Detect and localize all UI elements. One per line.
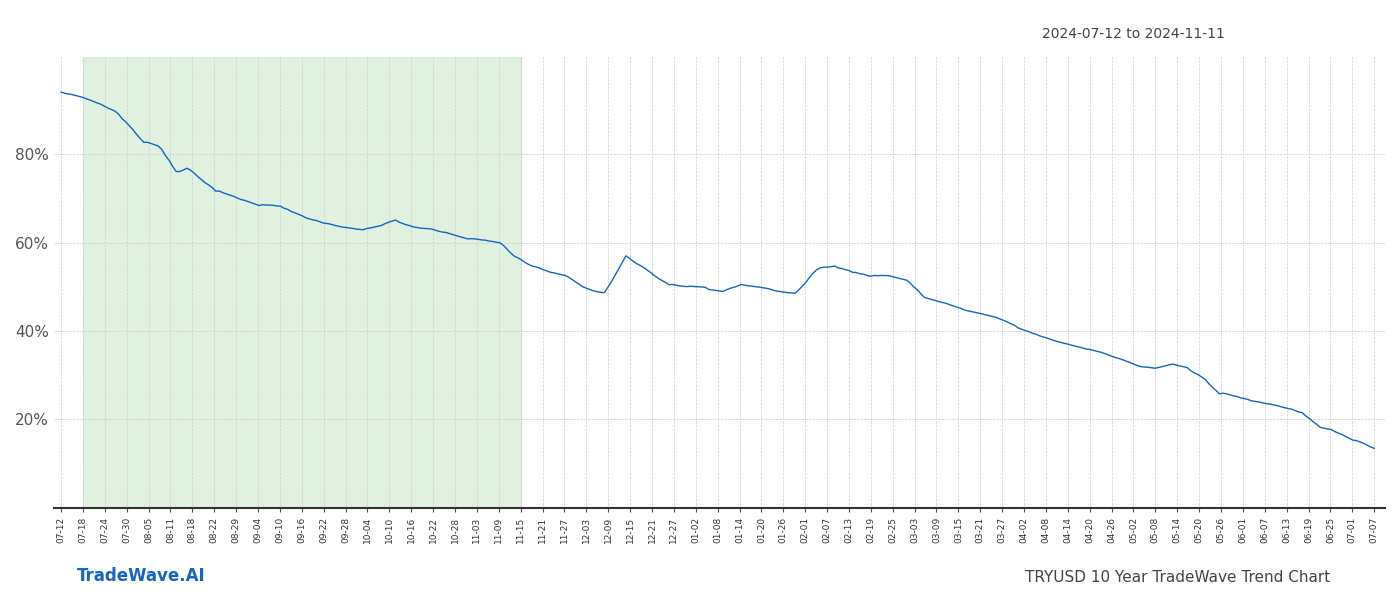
Text: TRYUSD 10 Year TradeWave Trend Chart: TRYUSD 10 Year TradeWave Trend Chart (1025, 570, 1330, 585)
Text: TradeWave.AI: TradeWave.AI (77, 567, 206, 585)
Bar (83, 57, 521, 508)
Text: 2024-07-12 to 2024-11-11: 2024-07-12 to 2024-11-11 (1042, 27, 1225, 41)
